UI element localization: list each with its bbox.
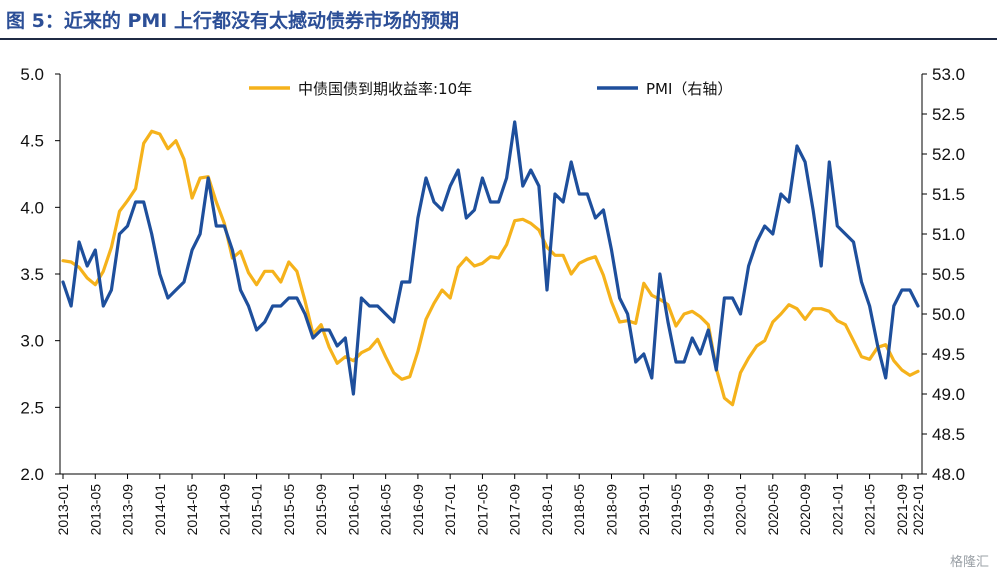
x-tick-label: 2014-05: [184, 484, 200, 536]
y-left-tick-label: 2.0: [20, 465, 44, 484]
y-right-tick-label: 48.0: [932, 465, 965, 484]
legend: 中债国债到期收益率:10年 PMI（右轴）: [249, 80, 732, 98]
bond-yield-series-line: [61, 129, 920, 407]
x-tick-label: 2014-01: [152, 484, 168, 536]
watermark: 格隆汇: [949, 555, 989, 570]
x-tick-label: 2019-01: [636, 484, 652, 536]
series-layer: [61, 120, 920, 407]
y-left-tick-label: 3.0: [20, 332, 44, 351]
x-tick-label: 2018-09: [603, 484, 619, 536]
y-right-tick-label: 51.5: [932, 185, 965, 204]
y-left-tick-label: 2.5: [20, 398, 44, 417]
x-tick-label: 2017-01: [442, 484, 458, 536]
y-right-tick-label: 52.5: [932, 105, 965, 124]
x-tick-label: 2013-05: [87, 484, 103, 536]
y-right-tick-label: 52.0: [932, 145, 965, 164]
x-tick-label: 2019-09: [700, 484, 716, 536]
y-right-tick-label: 49.0: [932, 385, 965, 404]
y-right-tick-label: 50.5: [932, 265, 965, 284]
chart-title: 图 5：近来的 PMI 上行都没有太撼动债券市场的预期: [6, 10, 459, 32]
y-right-tick-label: 49.5: [932, 345, 965, 364]
x-tick-label: 2016-01: [345, 484, 361, 536]
y-left-tick-label: 5.0: [20, 65, 44, 84]
y-left-tick-label: 3.5: [20, 265, 44, 284]
y-left-tick-label: 4.0: [20, 198, 44, 217]
x-tick-label: 2021-09: [894, 484, 910, 536]
x-tick-label: 2020-05: [765, 484, 781, 536]
x-tick-label: 2013-01: [55, 484, 71, 536]
x-tick-label: 2022-01: [910, 484, 926, 536]
y-right-tick-label: 48.5: [932, 425, 965, 444]
y-left-tick-label: 4.5: [20, 132, 44, 151]
axes: 2.0 2.5 3.0 3.5 4.0 4.5 5.0 48.0 48.5 49.0 49.5 50.…: [20, 65, 965, 535]
x-tick-label: 2021-05: [862, 484, 878, 536]
x-tick-label: 2014-09: [216, 484, 232, 536]
x-tick-label: 2017-09: [507, 484, 523, 536]
legend-bond-yield-label: 中债国债到期收益率:10年: [298, 80, 472, 98]
x-tick-label: 2015-01: [249, 484, 265, 536]
y-right-tick-label: 53.0: [932, 65, 965, 84]
x-tick-label: 2015-05: [281, 484, 297, 536]
y-right-tick-label: 51.0: [932, 225, 965, 244]
pmi-series-line: [61, 120, 920, 396]
x-tick-label: 2021-01: [829, 484, 845, 536]
title-bar: 图 5：近来的 PMI 上行都没有太撼动债券市场的预期: [0, 0, 997, 40]
x-tick-label: 2016-05: [378, 484, 394, 536]
x-tick-label: 2013-09: [120, 484, 136, 536]
x-tick-label: 2017-05: [474, 484, 490, 536]
x-tick-label: 2020-09: [797, 484, 813, 536]
x-tick-label: 2018-01: [539, 484, 555, 536]
x-tick-label: 2016-09: [410, 484, 426, 536]
legend-pmi-label: PMI（右轴）: [646, 80, 732, 98]
x-tick-label: 2019-05: [668, 484, 684, 536]
x-tick-label: 2015-09: [313, 484, 329, 536]
y-right-tick-label: 50.0: [932, 305, 965, 324]
x-tick-label: 2020-01: [733, 484, 749, 536]
x-tick-label: 2018-05: [571, 484, 587, 536]
